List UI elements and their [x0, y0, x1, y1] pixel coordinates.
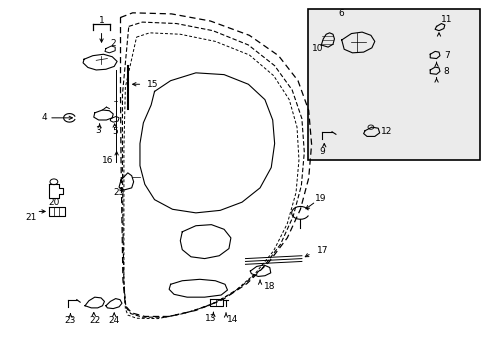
Text: 20: 20: [48, 198, 60, 207]
Text: 23: 23: [64, 315, 76, 324]
Text: 12: 12: [380, 127, 391, 136]
Text: 15: 15: [147, 80, 159, 89]
Text: 11: 11: [441, 15, 452, 24]
Text: 13: 13: [204, 314, 216, 323]
Bar: [307, 9, 479, 160]
Text: 17: 17: [316, 246, 327, 255]
Text: 14: 14: [226, 315, 238, 324]
Text: 8: 8: [443, 67, 448, 76]
Text: 21: 21: [26, 213, 37, 222]
Text: 9: 9: [319, 147, 325, 156]
Text: 24: 24: [108, 315, 120, 324]
Text: 22: 22: [89, 315, 100, 324]
Text: 10: 10: [311, 44, 323, 53]
Text: 18: 18: [264, 282, 275, 291]
Text: 19: 19: [314, 194, 326, 203]
Text: 4: 4: [41, 113, 47, 122]
Text: 7: 7: [443, 51, 448, 60]
Text: 16: 16: [102, 156, 113, 165]
Text: 6: 6: [337, 9, 343, 18]
Text: 2: 2: [110, 39, 116, 48]
Text: 5: 5: [112, 127, 118, 136]
Text: 3: 3: [95, 126, 101, 135]
Text: 25: 25: [113, 188, 124, 197]
Text: 1: 1: [99, 16, 104, 25]
